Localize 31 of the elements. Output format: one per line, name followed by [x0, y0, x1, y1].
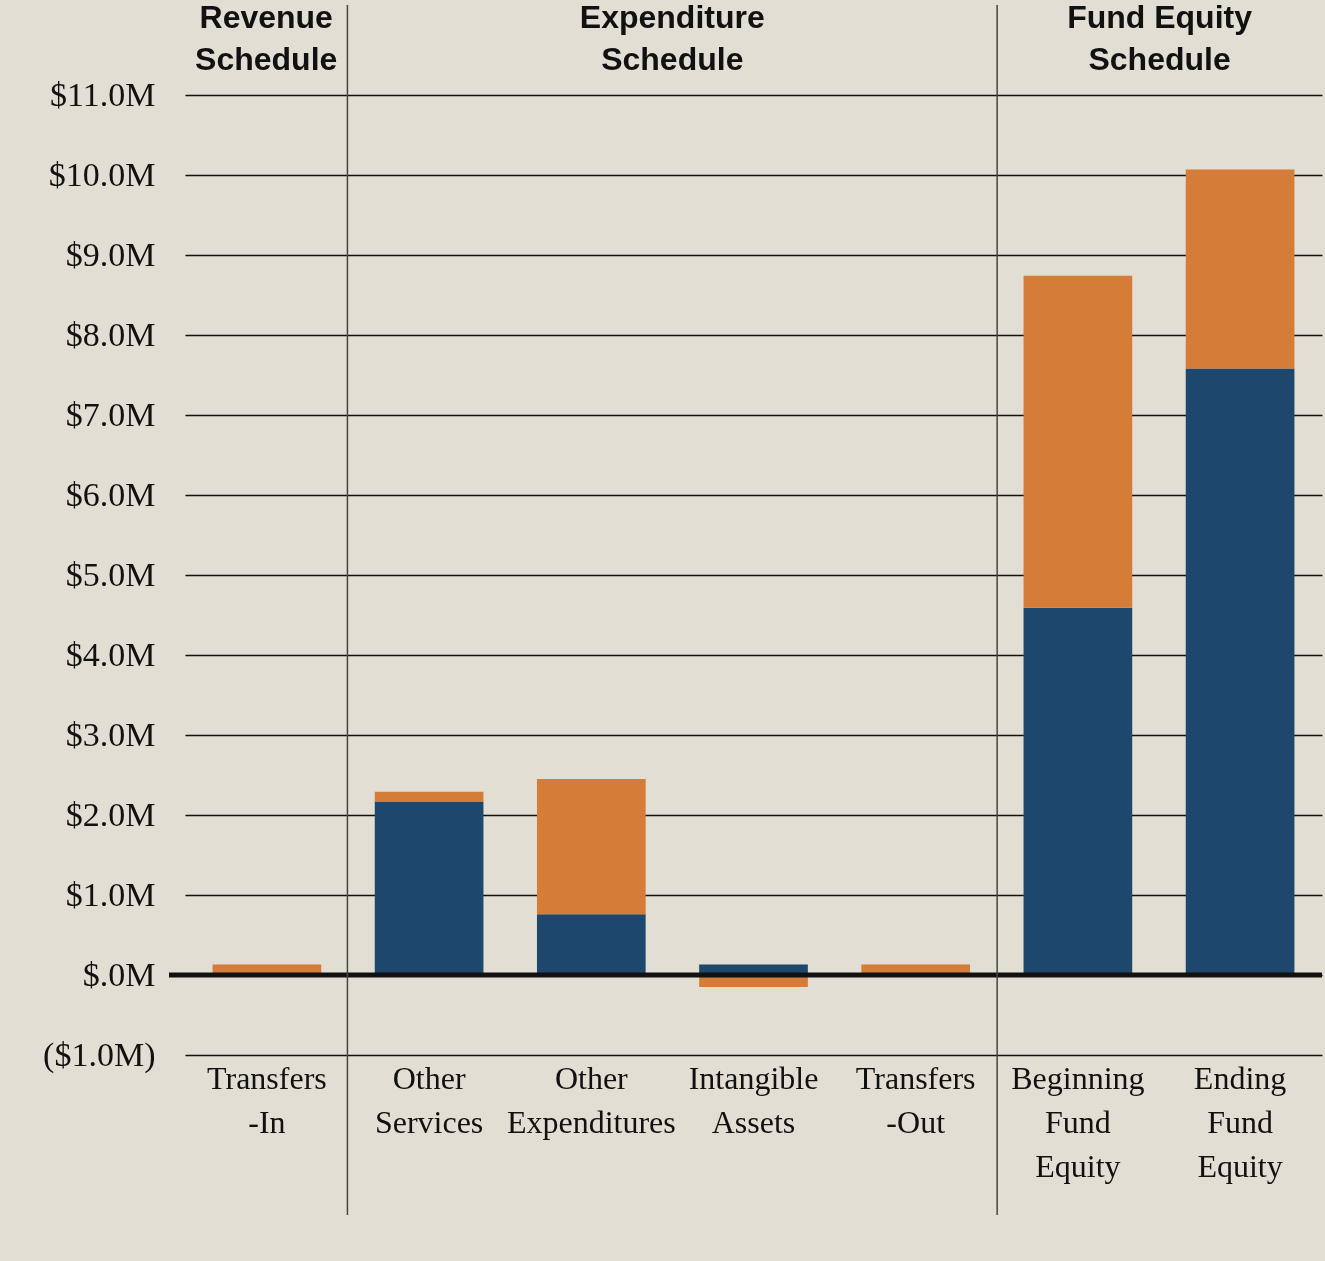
bar — [536, 914, 646, 975]
y-tick-label: $8.0M — [65, 315, 156, 353]
y-tick-label: $7.0M — [65, 395, 156, 433]
y-tick-label: $1.0M — [65, 875, 156, 913]
text: Expenditure Schedule — [579, 0, 765, 77]
y-tick-label: $10.0M — [48, 155, 156, 193]
x-tick-label: Transfers -Out — [855, 1059, 976, 1140]
bar — [374, 791, 484, 802]
x-tick-label: Ending Fund Equity — [1193, 1059, 1287, 1184]
bar — [536, 779, 646, 915]
bar — [1023, 607, 1133, 975]
y-tick-label: $5.0M — [65, 555, 156, 593]
x-tick-label: Intangible Assets — [688, 1059, 819, 1140]
y-tick-label: $.0M — [82, 955, 156, 993]
bar — [374, 801, 484, 975]
x-tick-label: Other Services — [374, 1059, 484, 1140]
y-tick-label: ($1.0M) — [43, 1035, 156, 1074]
text: Revenue Schedule — [195, 0, 338, 77]
x-tick-label: Transfers -In — [207, 1059, 327, 1140]
y-tick-label: $9.0M — [65, 235, 156, 273]
y-tick-label: $4.0M — [65, 635, 156, 673]
y-tick-label: $3.0M — [65, 715, 156, 753]
bar — [1023, 275, 1133, 608]
bar — [1185, 169, 1295, 369]
bar — [1185, 368, 1295, 975]
x-tick-label: Other Expenditures — [506, 1059, 676, 1140]
x-tick-label: Beginning Fund Equity — [1011, 1059, 1145, 1184]
text: Fund Equity Schedule — [1067, 0, 1253, 77]
y-tick-label: $6.0M — [65, 475, 156, 513]
y-tick-label: $2.0M — [65, 795, 156, 833]
y-tick-label: $11.0M — [50, 75, 156, 113]
